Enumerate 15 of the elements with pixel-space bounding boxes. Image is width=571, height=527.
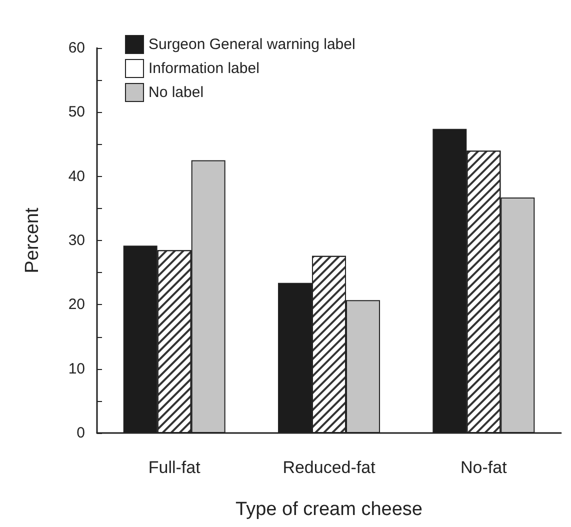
y-tick-label: 20 [68,296,85,314]
y-tick-label: 40 [68,168,85,185]
x-axis-title: Type of cream cheese [236,499,422,520]
y-tick-label: 50 [68,104,85,121]
y-tick-label: 60 [68,40,85,56]
x-tick-label: No-fat [460,458,508,477]
legend-label: Surgeon General warning label [148,36,356,53]
x-tick-label: Full-fat [148,458,201,477]
y-axis-title: Percent [22,207,43,274]
x-tick-label: Reduced-fat [282,458,376,477]
y-tick-label: 30 [68,232,85,249]
legend-label: No label [148,84,204,101]
y-tick-label: 10 [68,360,85,378]
y-tick-label: 0 [76,424,85,442]
legend-label: Information label [148,60,260,77]
